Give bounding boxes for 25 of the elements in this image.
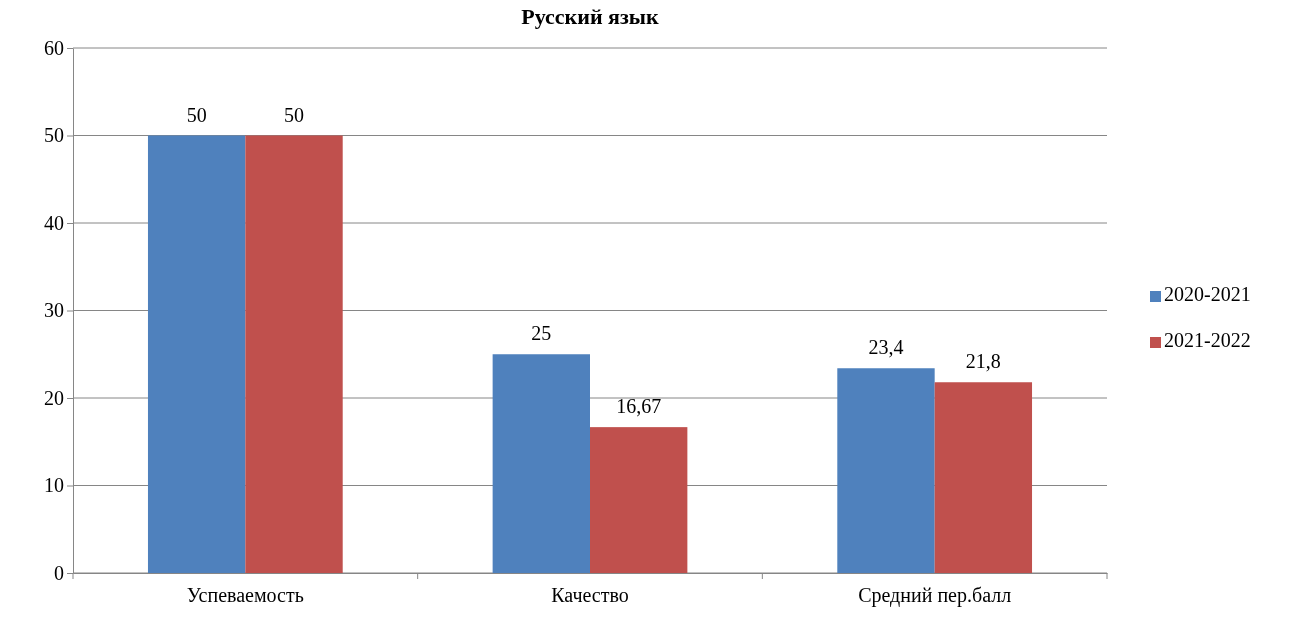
y-tick-label: 40: [44, 211, 64, 234]
y-tick-label: 30: [44, 299, 64, 322]
bar: [837, 368, 935, 573]
bar: [590, 427, 688, 573]
legend-label: 2021-2022: [1164, 329, 1251, 351]
bar: [934, 382, 1033, 573]
data-label: 25: [531, 322, 552, 345]
x-tick-label: Качество: [551, 584, 629, 606]
y-tick-label: 50: [44, 124, 64, 147]
bar: [245, 135, 343, 573]
x-tick-label: Успеваемость: [186, 584, 304, 606]
chart-title: Русский язык: [521, 4, 660, 29]
data-label: 16,67: [616, 395, 662, 418]
y-tick-label: 60: [44, 36, 64, 59]
data-label: 50: [284, 103, 305, 126]
legend-label: 2020-2021: [1164, 283, 1251, 305]
x-tick-label: Средний пер.балл: [858, 584, 1012, 607]
bar: [492, 354, 590, 573]
y-tick-label: 10: [44, 474, 64, 497]
data-label: 50: [186, 103, 207, 126]
data-label: 23,4: [868, 336, 904, 359]
y-tick-label: 20: [44, 386, 64, 409]
y-tick-label: 0: [54, 561, 64, 584]
data-label: 21,8: [965, 350, 1001, 373]
bar: [147, 135, 246, 573]
